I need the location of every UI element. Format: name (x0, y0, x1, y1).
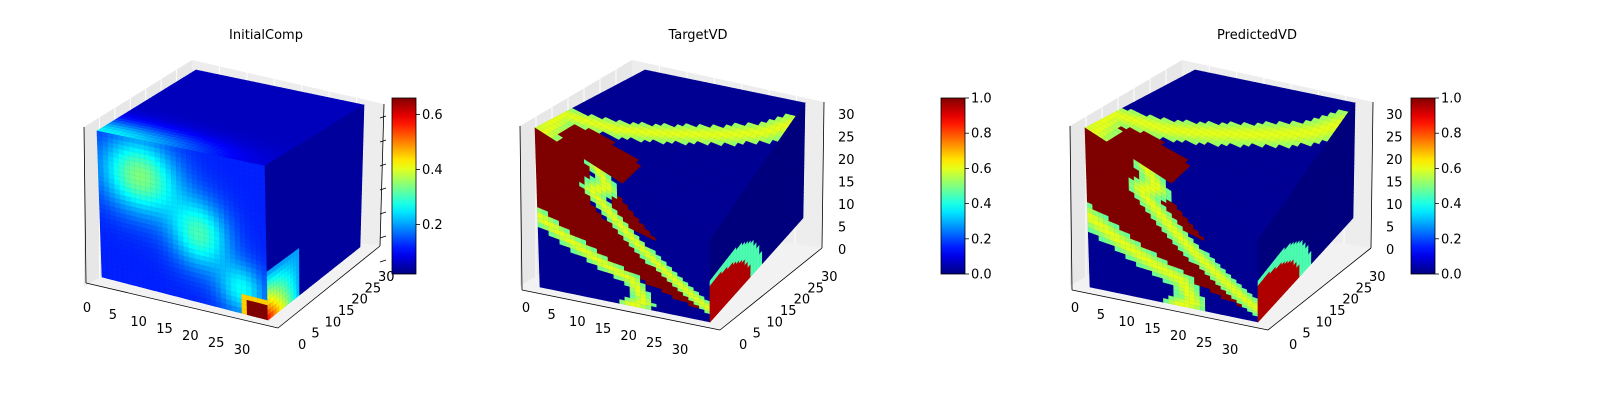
x-axis-line (85, 282, 279, 329)
x-tick-label: 5 (109, 308, 117, 323)
x-tick-label: 0 (83, 301, 91, 316)
cube-top-face (96, 69, 365, 167)
subplot-title-2: TargetVD (667, 28, 727, 43)
z-tick-mark (379, 235, 387, 239)
y-axis-line (277, 245, 381, 329)
z-tick-mark (379, 259, 387, 263)
y-tick-label: 5 (311, 327, 319, 342)
x-tick-label: 10 (130, 315, 147, 330)
x-tick-label: 25 (208, 336, 225, 351)
subplot-title-3: PredictedVD (1217, 28, 1297, 43)
left-axis-line (83, 126, 87, 284)
x-tick-label: 20 (182, 329, 199, 344)
z-axis-line (379, 103, 385, 247)
subplot-title-1: InitialComp (229, 28, 303, 43)
y-tick-label: 0 (298, 338, 306, 353)
x-tick-label: 30 (234, 343, 251, 358)
x-tick-label: 15 (156, 322, 173, 337)
